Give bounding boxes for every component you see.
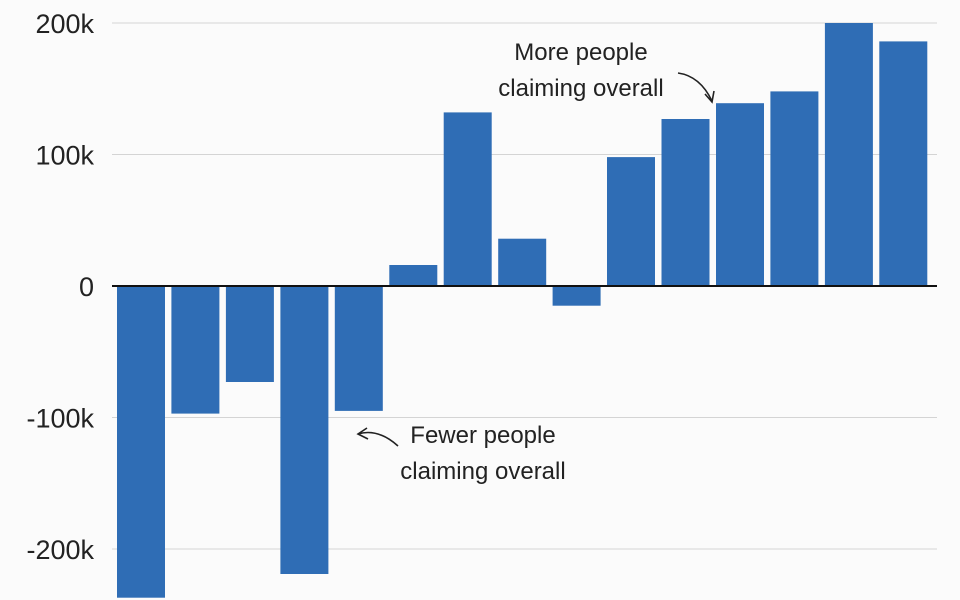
annotation-more-line-1: More people [514, 39, 647, 66]
bar-11 [661, 119, 710, 286]
bar-7 [443, 112, 492, 287]
annotation-more-arrow [677, 72, 713, 102]
annotation-fewer-people: Fewer people claiming overall [356, 422, 566, 485]
y-tick-label: 0 [79, 272, 94, 302]
y-axis-tick-labels: 200k 100k 0 -100k -200k [26, 9, 94, 565]
bar-15 [879, 41, 928, 287]
annotation-fewer-line-2: claiming overall [400, 458, 565, 485]
bar-4 [280, 286, 329, 574]
annotation-fewer-arrowhead [356, 427, 369, 440]
y-tick-label: -200k [26, 535, 94, 565]
bar-14 [824, 23, 873, 286]
annotation-more-line-2: claiming overall [498, 75, 663, 102]
bars [117, 23, 928, 598]
annotation-more-arrowhead [704, 90, 715, 104]
y-tick-label: -100k [26, 404, 94, 434]
annotation-fewer-arrow [357, 431, 399, 447]
bar-13 [770, 91, 819, 287]
bar-1 [117, 286, 165, 598]
annotation-fewer-line-1: Fewer people [410, 422, 555, 449]
bar-8 [498, 238, 547, 286]
bar-2 [171, 286, 220, 414]
y-tick-label: 100k [35, 141, 94, 171]
bar-10 [607, 157, 655, 286]
bar-9 [552, 286, 601, 306]
bar-12 [716, 103, 764, 286]
bar-5 [334, 286, 383, 411]
bar-6 [389, 265, 438, 286]
bar-3 [225, 286, 274, 382]
annotation-more-people: More people claiming overall [498, 39, 715, 104]
y-tick-label: 200k [35, 9, 94, 39]
